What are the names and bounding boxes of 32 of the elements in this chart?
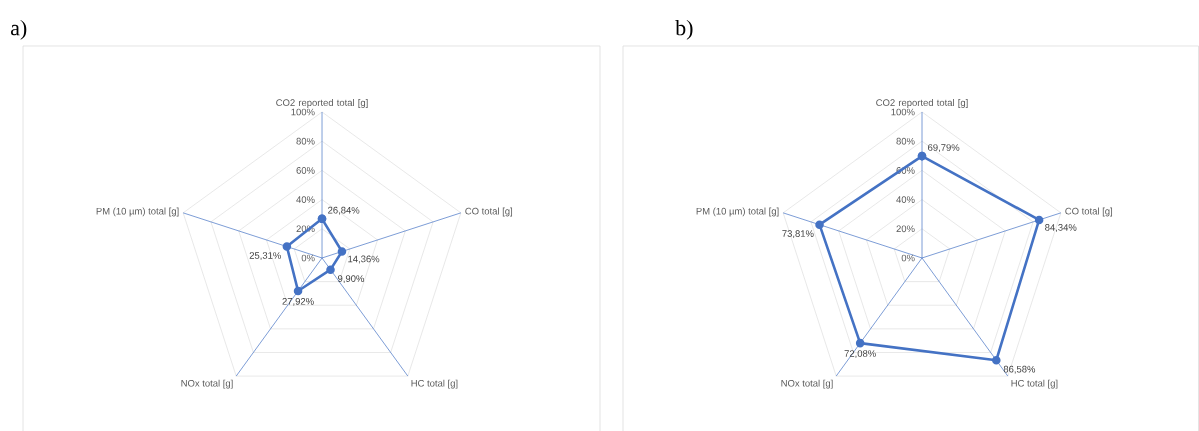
chart-title: a) xyxy=(10,19,27,40)
spoke-label: CO2 reported total [g] xyxy=(276,98,368,108)
y-tick-label: 80% xyxy=(296,137,315,145)
spoke-label: NOx total [g] xyxy=(781,379,833,389)
y-tick-label: 80% xyxy=(896,137,915,145)
data-label: 26,84% xyxy=(328,206,360,215)
y-tick-label: 20% xyxy=(896,225,915,232)
data-label: 9,90% xyxy=(337,275,365,283)
y-tick-label: 60% xyxy=(296,166,315,174)
spoke-label: HC total [g] xyxy=(411,379,458,389)
data-label: 69,79% xyxy=(928,143,960,152)
spoke-label: HC total [g] xyxy=(1011,379,1058,389)
y-tick-label: 0% xyxy=(901,254,915,262)
data-label: 72,08% xyxy=(844,349,876,358)
data-label: 25,31% xyxy=(249,251,281,260)
spoke-label: CO2 reported total [g] xyxy=(876,98,968,108)
spoke-label: CO total [g] xyxy=(1065,207,1113,217)
data-label: 84,34% xyxy=(1045,223,1077,232)
data-label: 73,81% xyxy=(782,230,814,238)
spoke-label: PM (10 µm) total [g] xyxy=(696,207,779,217)
y-tick-label: 40% xyxy=(896,196,915,203)
data-label: 86,58% xyxy=(1003,365,1036,374)
chart-title: b) xyxy=(675,19,693,40)
y-tick-label: 100% xyxy=(891,108,915,116)
y-tick-label: 100% xyxy=(291,108,315,116)
data-label: 27,92% xyxy=(282,297,314,306)
y-tick-label: 0% xyxy=(301,254,315,262)
data-label: 14,36% xyxy=(348,255,380,264)
spoke-label: NOx total [g] xyxy=(181,379,233,389)
spoke-label: PM (10 µm) total [g] xyxy=(96,207,179,217)
y-tick-label: 40% xyxy=(296,196,315,203)
spoke-label: CO total [g] xyxy=(465,207,513,217)
